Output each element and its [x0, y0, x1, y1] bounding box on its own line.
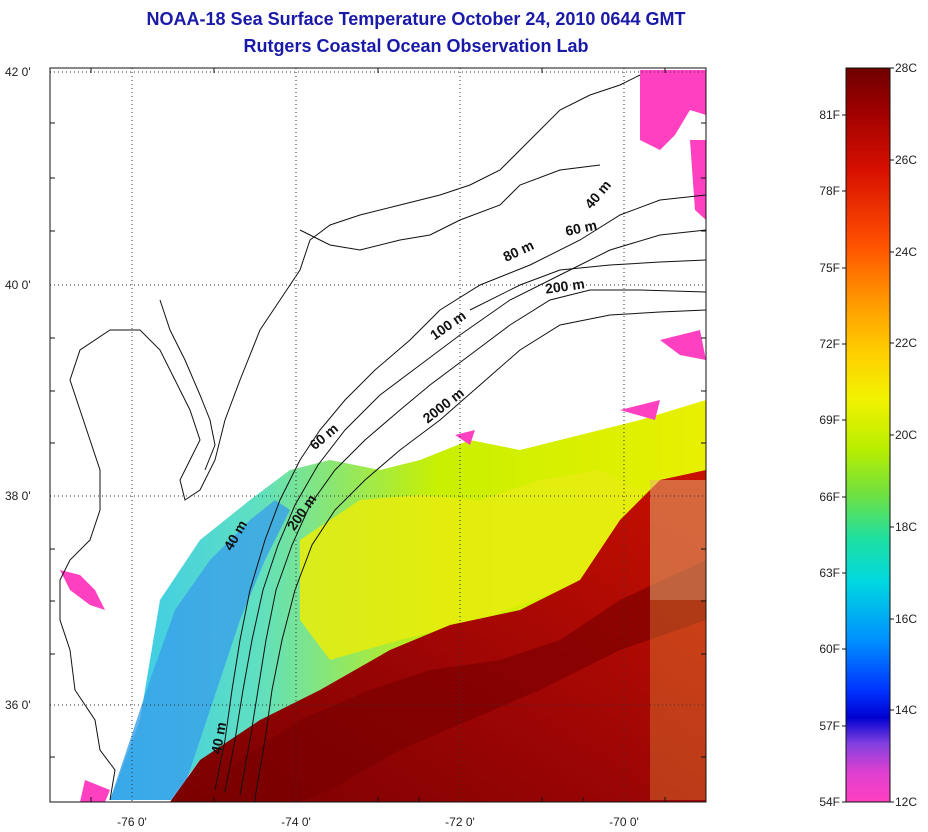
gulf-stream-core [200, 560, 706, 802]
isobath-2000m [254, 309, 706, 799]
coastal-cold-band [110, 500, 290, 800]
latitude-label: 42 0' [5, 65, 31, 79]
frame-ticks [50, 68, 706, 802]
colorbar: 28C 26C 24C 22C 20C 18C 16C 14C 12C 81F … [819, 61, 917, 809]
longitude-label: -70 0' [609, 815, 639, 829]
noise-speckle-region-lower [650, 600, 706, 800]
colorbar-fahrenheit-label: 81F [819, 108, 840, 122]
cloud-edge-patch [640, 70, 706, 150]
colorbar-fahrenheit-ticks [842, 114, 846, 803]
colorbar-celsius-label: 24C [895, 245, 917, 259]
contour-label: 40 m [208, 721, 229, 755]
colorbar-celsius-label: 14C [895, 703, 917, 717]
colorbar-fahrenheit-label: 54F [819, 795, 840, 809]
colorbar-ramp [845, 67, 891, 803]
slope-water-yellow [300, 470, 640, 660]
colorbar-celsius-label: 28C [895, 61, 917, 75]
noise-speckle-region [650, 480, 706, 600]
colorbar-celsius-label: 20C [895, 428, 917, 442]
colorbar-celsius-ticks [890, 67, 894, 803]
isobath-60m [224, 229, 706, 793]
colorbar-fahrenheit-label: 72F [819, 337, 840, 351]
colorbar-celsius-label: 18C [895, 520, 917, 534]
colorbar-fahrenheit-label: 66F [819, 490, 840, 504]
longitude-labels: -76 0' -74 0' -72 0' -70 0' [117, 815, 639, 829]
cloud-edge-patch [455, 330, 706, 445]
colorbar-celsius-label: 22C [895, 336, 917, 350]
colorbar-fahrenheit-label: 63F [819, 566, 840, 580]
longitude-label: -72 0' [445, 815, 475, 829]
colorbar-celsius-label: 26C [895, 153, 917, 167]
isobath-80m [469, 259, 706, 311]
latitude-labels: 42 0' 40 0' 38 0' 36 0' [5, 65, 31, 712]
map-area [50, 68, 706, 802]
colorbar-celsius-label: 16C [895, 612, 917, 626]
contour-label: 60 m [564, 217, 599, 239]
cloud-edge-patch [80, 780, 110, 802]
colorbar-fahrenheit-label: 60F [819, 642, 840, 656]
colorbar-fahrenheit-label: 75F [819, 261, 840, 275]
contour-label: 200 m [544, 275, 586, 296]
coastline-shelf [299, 164, 601, 251]
longitude-label: -76 0' [117, 815, 147, 829]
cloud-edge-patch [690, 140, 706, 220]
map-title: NOAA-18 Sea Surface Temperature October … [146, 9, 686, 29]
latitude-label: 38 0' [5, 489, 31, 503]
colorbar-fahrenheit-label: 78F [819, 184, 840, 198]
isobath-40m [214, 194, 706, 791]
colorbar-celsius-label: 12C [895, 795, 917, 809]
coastline-bay [159, 299, 216, 471]
cloud-edge-patch [60, 570, 105, 610]
map-subtitle: Rutgers Coastal Ocean Observation Lab [243, 36, 589, 56]
isobath-200m [239, 289, 706, 796]
colorbar-fahrenheit-label: 69F [819, 413, 840, 427]
latitude-label: 36 0' [5, 698, 31, 712]
colorbar-fahrenheit-label: 57F [819, 719, 840, 733]
latitude-label: 40 0' [5, 278, 31, 292]
longitude-label: -74 0' [281, 815, 311, 829]
